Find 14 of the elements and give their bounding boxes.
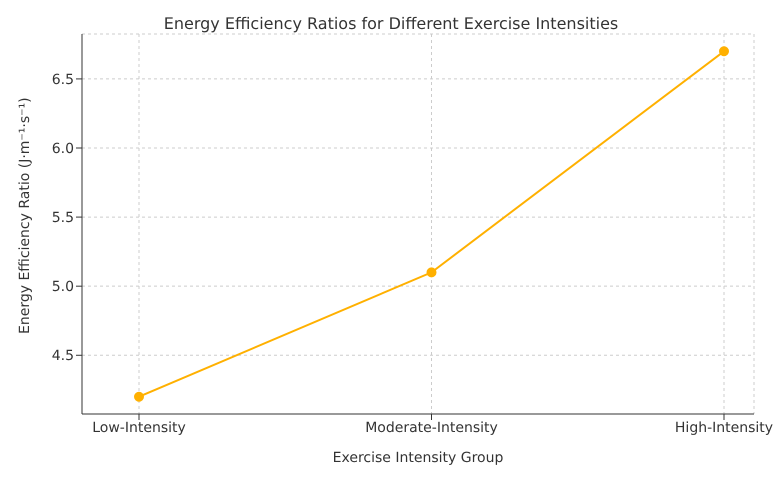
y-tick-label: 5.5 <box>52 210 74 226</box>
chart-title: Energy Efficiency Ratios for Different Exercise Intensities <box>162 14 620 33</box>
y-tick-label: 6.0 <box>52 140 74 157</box>
point <box>719 46 729 56</box>
x-tick-label: Moderate-Intensity <box>365 420 498 436</box>
y-tick-label: 6.5 <box>52 72 74 88</box>
x-tick-label: Low-Intensity <box>92 420 186 436</box>
y-tick-label: 5.0 <box>52 279 74 296</box>
x-tick-label: High-Intensity <box>674 420 774 436</box>
point <box>426 267 436 278</box>
y-axis-title: Energy Efficiency Ratio (J·m⁻¹·s⁻¹) <box>16 97 33 334</box>
point <box>134 392 144 402</box>
y-tick-label: 4.5 <box>52 348 74 364</box>
x-axis-title: Exercise Intensity Group <box>332 450 504 466</box>
